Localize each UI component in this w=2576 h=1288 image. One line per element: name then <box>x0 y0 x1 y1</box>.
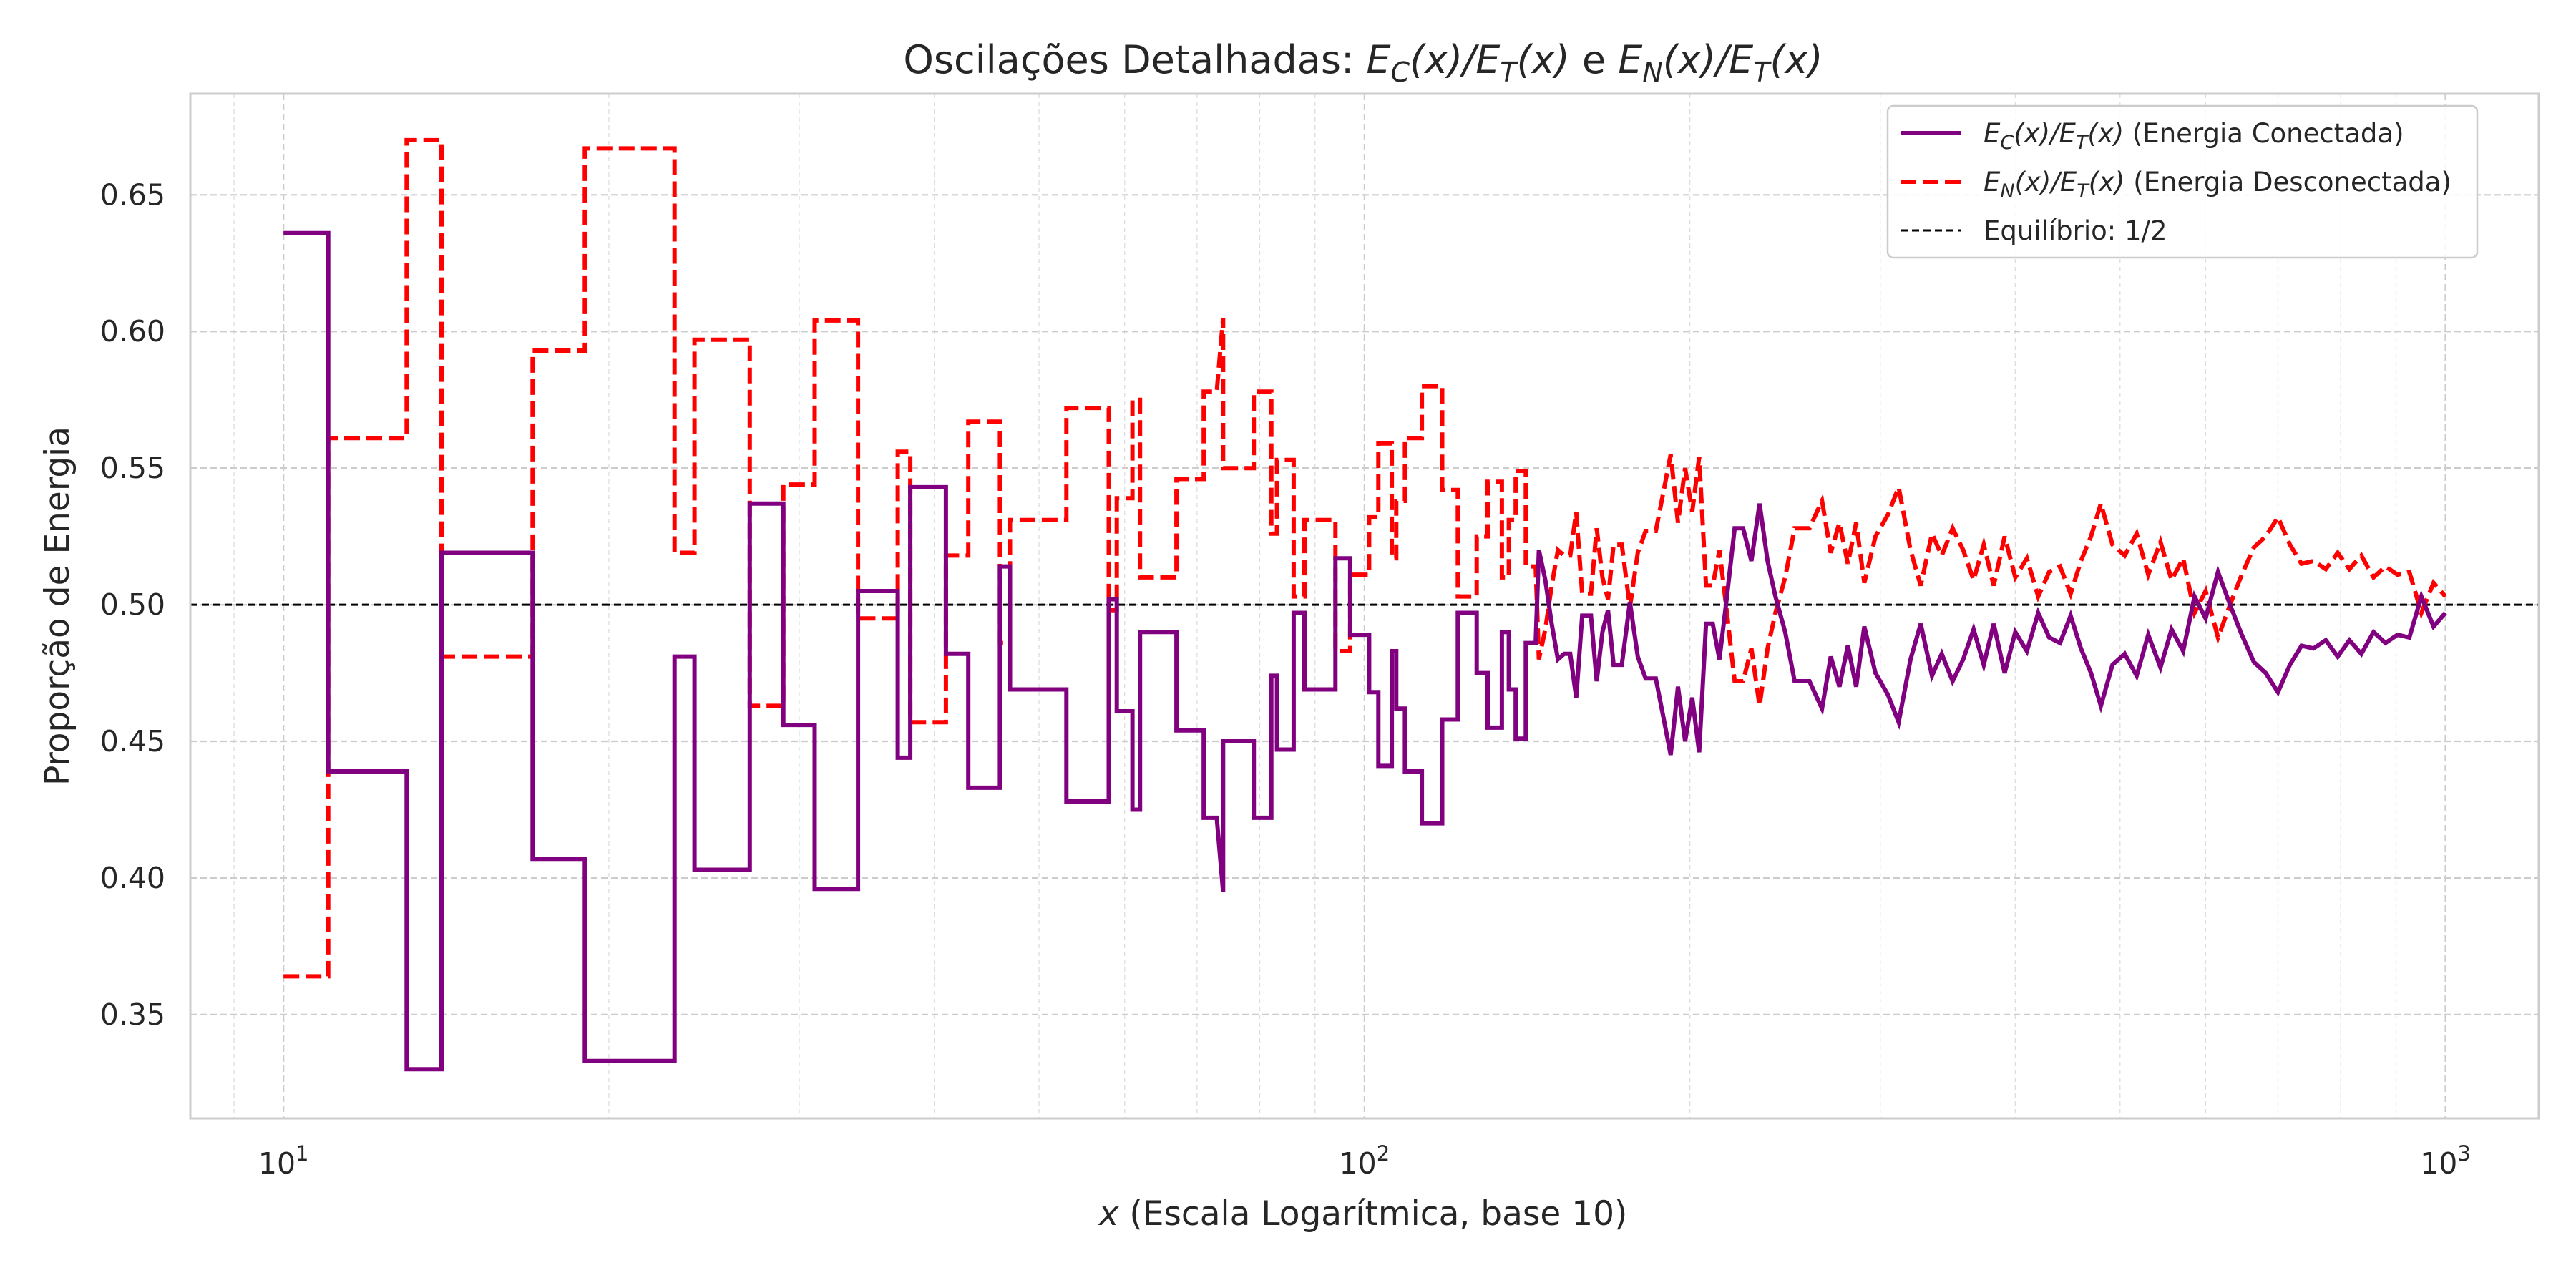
x-axis-label: x (Escala Logarítmica, base 10) <box>1098 1194 1628 1234</box>
legend-label-connected: EC(x)/ET(x) (Energia Conectada) <box>1984 118 2404 154</box>
plot-frame <box>189 92 2540 1120</box>
y-tick-label: 0.65 <box>100 177 165 212</box>
x-tick-label: 102 <box>1340 1141 1390 1181</box>
chart-title: Oscilações Detalhadas: EC(x)/ET(x) e EN(… <box>903 37 1823 88</box>
legend-label-equilibrium: Equilíbrio: 1/2 <box>1984 215 2167 246</box>
y-tick-label: 0.35 <box>100 997 165 1032</box>
y-tick-label: 0.60 <box>100 314 165 348</box>
x-tick-label: 103 <box>2420 1141 2471 1181</box>
x-tick-labels: 101 102 103 <box>258 1141 2471 1181</box>
legend: EC(x)/ET(x) (Energia Conectada) EN(x)/ET… <box>1886 104 2479 259</box>
y-axis-label: Proporção de Energia <box>38 426 77 786</box>
y-tick-label: 0.55 <box>100 451 165 485</box>
y-tick-labels: 0.35 0.40 0.45 0.50 0.55 0.60 0.65 <box>100 177 165 1032</box>
series-layer <box>283 137 2447 1072</box>
x-tick-label: 101 <box>258 1141 309 1181</box>
legend-label-disconnected: EN(x)/ET(x) (Energia Desconectada) <box>1984 167 2451 203</box>
legend-box <box>1886 104 2479 259</box>
y-tick-label: 0.50 <box>100 587 165 622</box>
minor-grid <box>233 94 2397 1118</box>
series-line-disconnected <box>283 137 2447 979</box>
y-tick-label: 0.45 <box>100 724 165 758</box>
series-line-connected <box>283 230 2447 1072</box>
y-tick-label: 0.40 <box>100 861 165 895</box>
